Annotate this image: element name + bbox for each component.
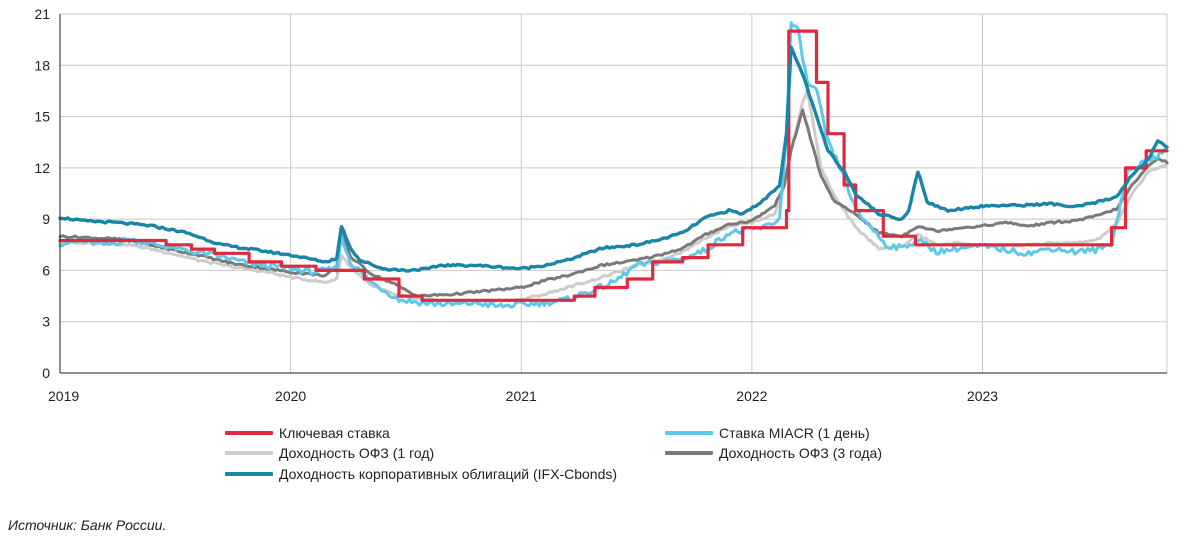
chart-series xyxy=(58,21,1169,309)
legend-swatch xyxy=(665,431,713,435)
series-line-0 xyxy=(58,29,1169,302)
y-tick-label: 12 xyxy=(34,160,50,176)
line-chart: 0 3 6 9 12 15 18 21 2019 2020 2021 2022 2023 xyxy=(34,6,1169,404)
legend-label: Доходность ОФЗ (1 год) xyxy=(279,445,435,461)
legend-swatch xyxy=(225,431,273,435)
chart-axes: 0 3 6 9 12 15 18 21 2019 2020 2021 2022 2023 xyxy=(34,6,1167,404)
legend-label: Ставка MIACR (1 день) xyxy=(719,425,870,441)
series-line-3 xyxy=(58,108,1169,298)
legend-swatch xyxy=(665,451,713,455)
y-tick-label: 6 xyxy=(42,262,50,278)
legend-label: Доходность корпоративных облигаций (IFX-… xyxy=(279,466,618,482)
x-tick-label: 2019 xyxy=(48,388,79,404)
y-tick-label: 3 xyxy=(42,314,50,330)
y-tick-label: 18 xyxy=(34,57,50,73)
legend-item-corporate-bonds: Доходность корпоративных облигаций (IFX-… xyxy=(225,466,617,482)
y-tick-label: 21 xyxy=(34,6,50,22)
legend-swatch xyxy=(225,472,273,476)
legend-item-miacr: Ставка MIACR (1 день) xyxy=(665,425,870,441)
x-tick-label: 2023 xyxy=(967,388,998,404)
y-tick-label: 9 xyxy=(42,211,50,227)
series-line-4 xyxy=(58,45,1169,273)
legend-label: Ключевая ставка xyxy=(279,425,390,441)
legend-item-ofz-3y: Доходность ОФЗ (3 года) xyxy=(665,445,882,461)
x-tick-label: 2022 xyxy=(736,388,767,404)
x-tick-label: 2021 xyxy=(506,388,537,404)
legend-swatch xyxy=(225,451,273,455)
y-tick-label: 15 xyxy=(34,109,50,125)
legend-item-key-rate: Ключевая ставка xyxy=(225,425,390,441)
source-note: Источник: Банк России. xyxy=(8,517,167,533)
legend-item-ofz-1y: Доходность ОФЗ (1 год) xyxy=(225,445,434,461)
legend-label: Доходность ОФЗ (3 года) xyxy=(719,445,882,461)
chart-grid xyxy=(59,13,1168,374)
x-tick-label: 2020 xyxy=(275,388,306,404)
y-tick-label: 0 xyxy=(42,365,50,381)
